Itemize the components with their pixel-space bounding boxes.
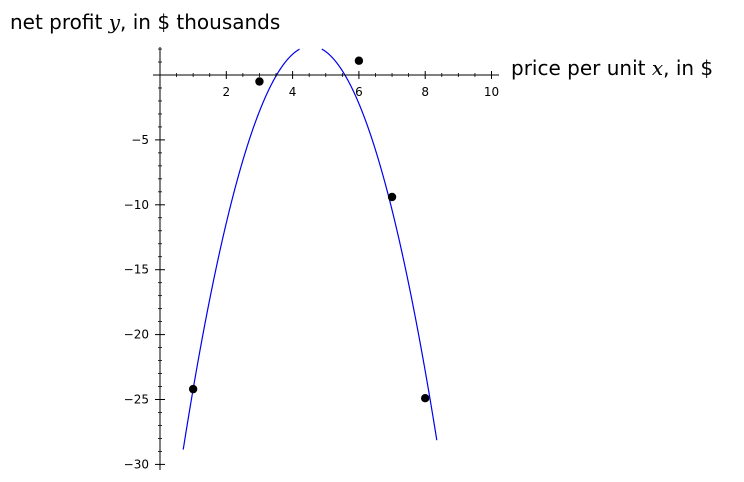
y-tick-label: −30	[124, 457, 149, 471]
axes	[153, 47, 499, 470]
y-tick-label: −15	[124, 263, 149, 277]
y-tick-label: −5	[131, 133, 149, 147]
x-axis-title: price per unit x, in $	[511, 56, 713, 80]
data-point	[255, 77, 264, 86]
y-tick-label: −10	[124, 198, 149, 212]
y-tick-label: −20	[124, 328, 149, 342]
data-points	[188, 56, 430, 403]
y-axis-title: net profit y, in $ thousands	[10, 10, 280, 34]
x-tick-label: 4	[289, 85, 297, 99]
axis-ticks: 2 4 6 8 10 −5 −10 −15 −20 −25 −30	[124, 48, 499, 471]
data-point	[421, 394, 430, 403]
x-tick-label: 8	[421, 85, 429, 99]
fitted-curve-line	[321, 48, 438, 441]
x-tick-label: 6	[355, 85, 363, 99]
data-point	[188, 384, 198, 394]
data-point	[387, 192, 397, 202]
fitted-curve-line	[182, 48, 300, 450]
data-point	[354, 56, 364, 65]
y-tick-label: −25	[124, 393, 149, 407]
fitted-curve-layer	[182, 48, 438, 450]
x-tick-label: 2	[222, 85, 230, 99]
x-tick-label: 10	[484, 85, 499, 99]
